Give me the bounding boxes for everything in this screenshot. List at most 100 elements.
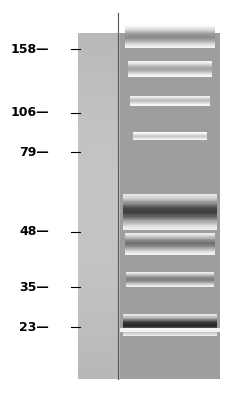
Bar	[122, 314, 217, 315]
Bar	[77, 182, 155, 185]
Bar	[77, 37, 155, 40]
Bar	[77, 251, 155, 254]
Bar	[126, 280, 213, 281]
Bar	[77, 341, 155, 344]
Bar	[119, 33, 219, 379]
Bar	[77, 33, 155, 37]
Bar	[124, 253, 214, 254]
Bar	[77, 164, 155, 168]
Bar	[126, 273, 213, 274]
Bar	[77, 151, 155, 154]
Bar	[77, 88, 155, 92]
Bar	[77, 275, 155, 278]
Bar	[124, 238, 214, 239]
Bar	[77, 237, 155, 240]
Bar	[77, 223, 155, 227]
Bar	[124, 31, 214, 32]
Bar	[77, 78, 155, 82]
Bar	[77, 299, 155, 303]
Bar	[77, 158, 155, 161]
Bar	[126, 275, 213, 276]
Bar	[127, 74, 212, 75]
Bar	[77, 296, 155, 299]
Bar	[124, 246, 214, 247]
Bar	[124, 247, 214, 248]
Bar	[126, 276, 213, 277]
Bar	[124, 36, 214, 37]
Bar	[77, 154, 155, 158]
Text: 23—: 23—	[19, 321, 49, 334]
Bar	[124, 41, 214, 42]
Bar	[122, 329, 217, 330]
Bar	[122, 207, 217, 208]
Bar	[122, 317, 217, 318]
Bar	[124, 243, 214, 244]
Bar	[77, 189, 155, 192]
Bar	[77, 178, 155, 182]
Bar	[77, 199, 155, 202]
Bar	[127, 69, 212, 70]
Bar	[77, 351, 155, 354]
Bar	[124, 38, 214, 39]
Bar	[122, 206, 217, 207]
Bar	[122, 319, 217, 320]
Bar	[122, 205, 217, 206]
Bar	[77, 202, 155, 206]
Bar	[122, 210, 217, 211]
Bar	[77, 327, 155, 330]
Bar	[126, 282, 213, 283]
Bar	[126, 285, 213, 286]
Bar	[77, 57, 155, 61]
Bar	[77, 123, 155, 126]
Bar	[122, 330, 217, 331]
Bar	[122, 208, 217, 210]
Bar	[122, 194, 217, 195]
Bar	[77, 210, 155, 213]
Bar	[122, 326, 217, 327]
Bar	[122, 228, 217, 230]
Bar	[77, 95, 155, 99]
Bar	[77, 234, 155, 237]
Bar	[126, 283, 213, 284]
Bar	[77, 54, 155, 57]
Bar	[127, 68, 212, 69]
Bar	[126, 277, 213, 278]
Bar	[77, 292, 155, 296]
Bar	[77, 344, 155, 348]
Bar	[124, 241, 214, 242]
Bar	[122, 225, 217, 226]
Bar	[77, 313, 155, 316]
Bar	[126, 286, 213, 287]
Bar	[124, 35, 214, 36]
Bar	[122, 320, 217, 321]
Bar	[124, 45, 214, 46]
Bar	[127, 66, 212, 67]
Bar	[77, 47, 155, 50]
Bar	[127, 76, 212, 77]
Bar	[126, 272, 213, 273]
Bar	[124, 43, 214, 44]
Bar	[122, 322, 217, 323]
Bar	[124, 235, 214, 236]
Bar	[77, 258, 155, 261]
Bar	[77, 268, 155, 272]
Bar	[122, 325, 217, 326]
Bar	[77, 227, 155, 230]
Bar	[122, 332, 217, 333]
Bar	[77, 330, 155, 334]
Bar	[77, 168, 155, 171]
Bar	[127, 61, 212, 62]
Bar	[77, 240, 155, 244]
Bar	[77, 102, 155, 106]
Bar	[77, 192, 155, 196]
Bar	[119, 328, 219, 332]
Bar	[77, 354, 155, 358]
Bar	[77, 316, 155, 320]
Bar	[122, 223, 217, 224]
Bar	[124, 32, 214, 33]
Bar	[124, 46, 214, 47]
Bar	[77, 144, 155, 147]
Bar	[77, 50, 155, 54]
Bar	[127, 71, 212, 72]
Bar	[126, 284, 213, 285]
